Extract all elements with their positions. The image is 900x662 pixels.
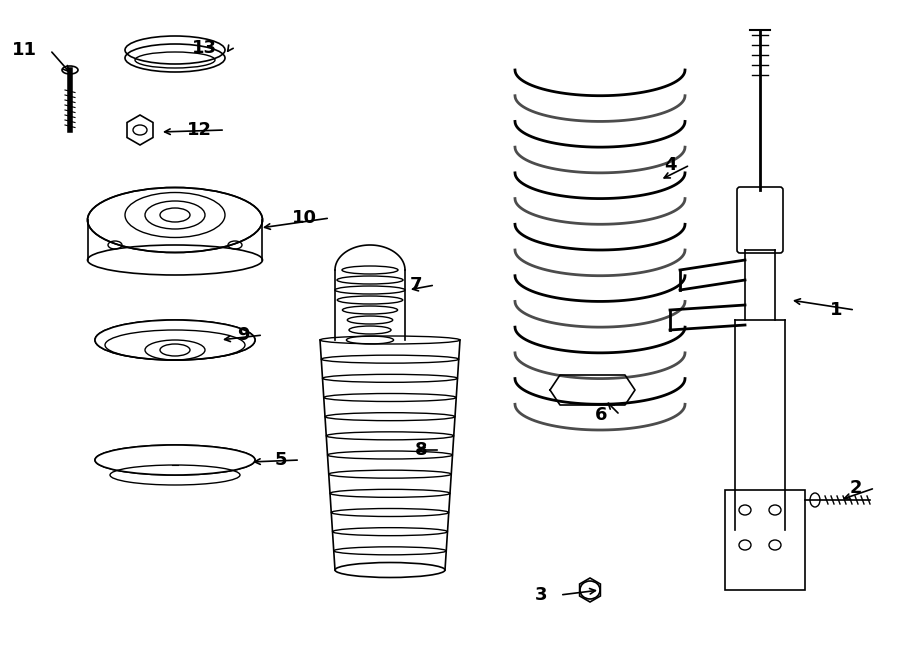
Text: 5: 5 — [274, 451, 287, 469]
Text: 7: 7 — [410, 276, 422, 294]
Text: 11: 11 — [12, 41, 37, 59]
Text: 4: 4 — [664, 156, 677, 174]
Ellipse shape — [95, 445, 255, 475]
Text: 10: 10 — [292, 209, 317, 227]
Ellipse shape — [87, 187, 263, 252]
Text: 2: 2 — [850, 479, 862, 497]
Text: 9: 9 — [238, 326, 250, 344]
Text: 3: 3 — [535, 586, 547, 604]
Ellipse shape — [125, 36, 225, 64]
Text: 1: 1 — [830, 301, 842, 319]
Ellipse shape — [62, 66, 78, 74]
Ellipse shape — [95, 320, 255, 360]
Text: 12: 12 — [187, 121, 212, 139]
Text: 8: 8 — [414, 441, 427, 459]
Text: 6: 6 — [595, 406, 607, 424]
Text: 13: 13 — [192, 39, 217, 57]
Bar — [725, 490, 805, 590]
